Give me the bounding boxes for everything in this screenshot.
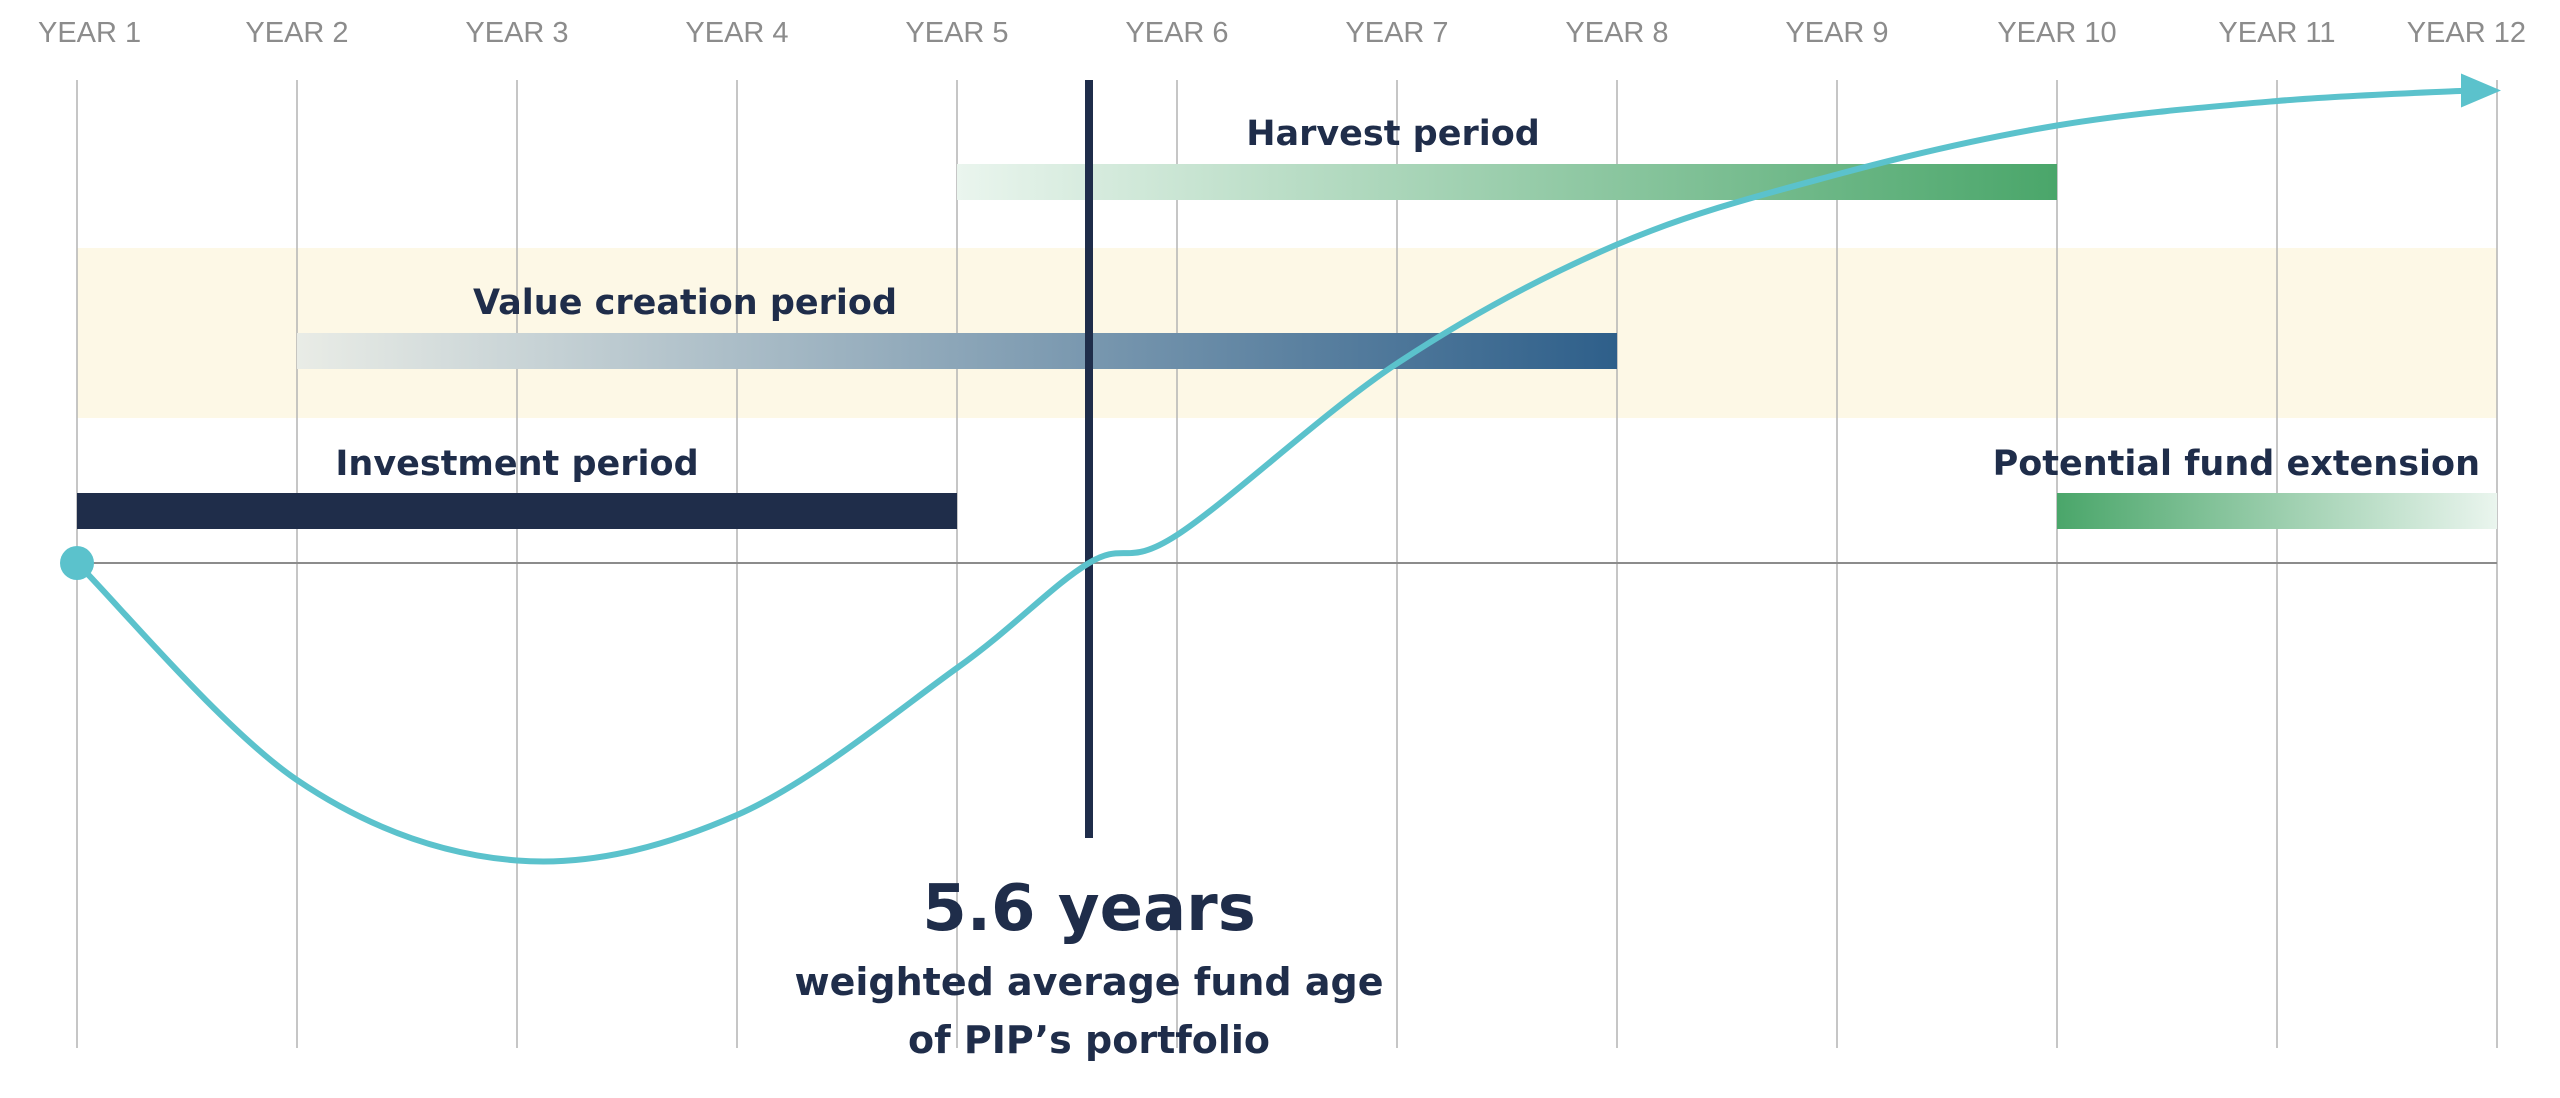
- tick-label-year-4: YEAR 4: [685, 17, 788, 49]
- bar-harvest: [957, 164, 2057, 200]
- year-tick-labels: YEAR 1 YEAR 2 YEAR 3 YEAR 4 YEAR 5 YEAR 6 YEAR…: [38, 17, 2526, 49]
- tick-label-year-5: YEAR 5: [905, 17, 1008, 49]
- tick-label-year-7: YEAR 7: [1345, 17, 1448, 49]
- tick-label-year-9: YEAR 9: [1785, 17, 1888, 49]
- tick-label-year-2: YEAR 2: [245, 17, 348, 49]
- bar-extension: [2057, 493, 2497, 529]
- j-curve-arrowhead: [2461, 73, 2501, 108]
- tick-label-year-1: YEAR 1: [38, 17, 141, 49]
- j-curve-line: [74, 87, 2472, 865]
- j-curve-start-dot: [60, 546, 94, 580]
- label-extension: Potential fund extension: [1993, 444, 2480, 484]
- label-investment: Investment period: [335, 444, 698, 484]
- weighted-average-age-caption-line-1: weighted average fund age: [795, 960, 1384, 1004]
- period-labels: Harvest period Value creation period Inves…: [335, 114, 2480, 484]
- tick-label-year-8: YEAR 8: [1565, 17, 1668, 49]
- tick-label-year-10: YEAR 10: [1997, 17, 2116, 49]
- tick-label-year-11: YEAR 11: [2218, 17, 2335, 49]
- tick-label-year-6: YEAR 6: [1125, 17, 1228, 49]
- tick-label-year-3: YEAR 3: [465, 17, 568, 49]
- tick-label-year-12: YEAR 12: [2407, 17, 2526, 49]
- weighted-average-age-value: 5.6 years: [922, 872, 1256, 946]
- label-value-creation: Value creation period: [473, 283, 897, 323]
- bar-investment: [77, 493, 957, 529]
- label-harvest: Harvest period: [1246, 114, 1540, 154]
- weighted-average-age-caption-line-2: of PIP’s portfolio: [908, 1018, 1270, 1062]
